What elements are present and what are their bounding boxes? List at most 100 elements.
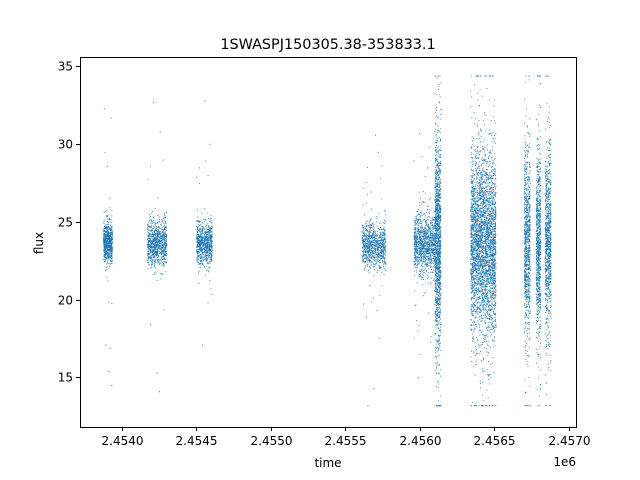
data-point — [381, 245, 383, 247]
data-point — [416, 246, 418, 248]
data-point — [150, 247, 152, 249]
data-point — [165, 248, 167, 250]
data-point — [421, 246, 423, 248]
data-point — [365, 265, 367, 267]
data-point — [424, 227, 426, 229]
data-point — [207, 242, 208, 243]
data-point — [211, 227, 213, 229]
data-point — [104, 251, 106, 253]
data-point — [208, 225, 210, 227]
data-point — [383, 243, 385, 245]
data-point — [108, 244, 110, 246]
data-point — [154, 261, 156, 263]
data-point — [434, 239, 436, 241]
data-point — [428, 250, 430, 252]
data-point — [153, 246, 155, 248]
data-point — [440, 153, 441, 155]
data-point — [197, 229, 199, 230]
data-point — [427, 244, 428, 246]
data-point — [431, 277, 433, 279]
data-point — [367, 235, 369, 237]
data-point — [437, 387, 439, 389]
data-point — [210, 217, 212, 219]
data-point — [415, 215, 417, 217]
data-point — [439, 211, 441, 213]
data-point — [438, 241, 440, 243]
data-point — [156, 254, 158, 256]
data-point — [435, 276, 437, 278]
data-point — [420, 197, 421, 199]
data-point — [202, 243, 204, 245]
data-point — [419, 219, 421, 221]
data-point — [206, 225, 208, 227]
data-point — [155, 242, 157, 244]
data-point — [434, 261, 436, 263]
data-point — [110, 226, 112, 228]
data-point — [420, 226, 421, 228]
data-point — [370, 231, 372, 233]
data-point — [165, 229, 167, 231]
data-point — [158, 247, 160, 249]
data-point — [437, 213, 438, 215]
data-point — [414, 250, 416, 252]
data-point — [428, 257, 430, 259]
data-point — [157, 252, 159, 254]
data-point — [365, 237, 367, 239]
data-point — [367, 225, 369, 227]
data-point — [419, 220, 421, 222]
data-point — [104, 254, 106, 256]
data-point — [384, 233, 386, 235]
data-point — [106, 230, 108, 232]
data-point — [366, 259, 368, 261]
data-point — [103, 245, 105, 247]
data-point — [209, 229, 211, 231]
data-point — [436, 249, 438, 251]
data-point — [418, 261, 420, 263]
data-point — [203, 258, 205, 260]
data-point — [109, 248, 111, 250]
data-point — [370, 251, 372, 253]
data-point — [154, 208, 156, 210]
data-point — [369, 245, 371, 247]
data-point — [439, 282, 441, 284]
data-point — [161, 262, 163, 264]
data-point — [430, 260, 432, 262]
data-point — [207, 242, 209, 244]
data-point — [158, 258, 160, 260]
data-point — [204, 244, 206, 246]
data-point — [151, 260, 153, 262]
data-point — [208, 251, 210, 253]
data-point — [153, 243, 155, 244]
data-point — [430, 234, 431, 235]
data-point — [384, 214, 386, 216]
data-point — [427, 206, 429, 207]
data-point — [152, 239, 154, 241]
data-point — [362, 257, 364, 259]
data-point — [414, 236, 416, 238]
data-point — [148, 248, 150, 250]
data-point — [205, 233, 207, 235]
data-point — [105, 253, 107, 255]
data-point — [430, 335, 432, 337]
data-point — [111, 247, 113, 248]
data-point — [367, 240, 369, 242]
data-point — [199, 234, 200, 236]
data-point — [147, 262, 149, 263]
data-point — [370, 260, 372, 262]
data-point — [151, 232, 153, 234]
data-point — [371, 235, 373, 237]
data-point — [373, 240, 374, 242]
data-point — [199, 245, 200, 247]
data-point — [384, 231, 386, 233]
data-point — [381, 258, 383, 259]
data-point — [422, 238, 424, 240]
data-point — [196, 230, 198, 232]
data-point — [420, 258, 422, 260]
data-point — [105, 250, 107, 252]
data-point — [206, 237, 208, 239]
data-point — [417, 225, 419, 227]
data-point — [438, 84, 440, 85]
data-point — [199, 246, 201, 248]
data-point — [431, 217, 433, 219]
data-point — [421, 241, 422, 243]
